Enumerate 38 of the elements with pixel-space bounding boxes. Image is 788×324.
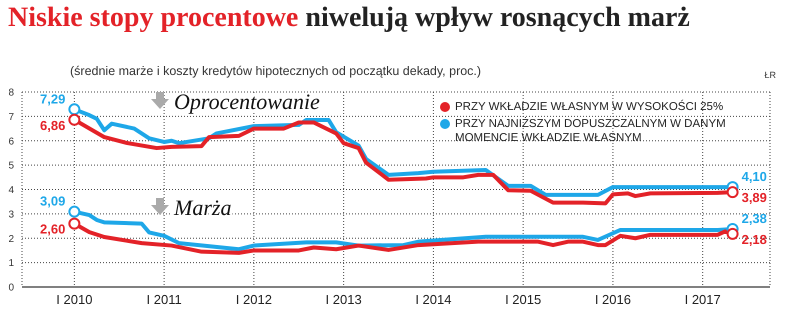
text: ŁR <box>764 70 776 80</box>
data-label: 3,89 <box>742 190 767 206</box>
y-tick-label: 5 <box>8 160 14 172</box>
point <box>68 218 80 230</box>
data-label: 7,29 <box>40 91 66 106</box>
data-label: 6,86 <box>40 118 66 133</box>
annotation: Oprocentowanie <box>174 89 320 114</box>
chart-title: Niskie stopy procentowe niwelują wpływ rosnących marż <box>8 2 690 33</box>
data-label: 2,60 <box>40 222 66 237</box>
x-tick-label: I 2013 <box>326 292 362 308</box>
point <box>68 103 80 116</box>
chart-subtitle: (średnie marże i koszty kredytów hipotecznych od początku dekady, proc.) <box>70 64 482 78</box>
data-label: 2,38 <box>742 210 767 226</box>
x-tick-label: I 2012 <box>236 292 272 308</box>
x-tick-label: I 2015 <box>505 292 542 308</box>
y-tick-label: 8 <box>8 88 14 99</box>
y-tick-label: 3 <box>8 209 14 220</box>
legend-label: PRZY WKŁADZIE WŁASNYM W WYSOKOŚCI 25% <box>455 100 724 114</box>
data-label: 4,10 <box>742 169 767 184</box>
point <box>68 206 80 218</box>
y-tick-label: 0 <box>8 282 14 294</box>
y-tick-label: 4 <box>8 185 14 196</box>
point <box>726 186 739 198</box>
x-tick-label: I 2010 <box>56 292 92 308</box>
x-tick-label: I 2011 <box>146 292 182 308</box>
point <box>68 114 80 126</box>
point <box>726 228 739 240</box>
y-tick-label: 6 <box>8 136 14 148</box>
annotation: Marża <box>173 195 232 220</box>
x-tick-label: I 2017 <box>684 292 721 308</box>
legend-label: PRZY NAJNIŻSZYM DOPUSZCZALNYM W DANYM MOMENCIE WKŁADZIE WŁASNYM <box>455 117 727 145</box>
x-tick-label: I 2016 <box>594 292 631 308</box>
x-tick-label: I 2014 <box>415 292 452 308</box>
y-tick-label: 7 <box>8 112 14 123</box>
y-tick-label: 1 <box>8 258 14 270</box>
y-tick-label: 2 <box>8 234 14 245</box>
data-label: 3,09 <box>40 194 66 209</box>
data-label: 2,18 <box>742 232 767 247</box>
